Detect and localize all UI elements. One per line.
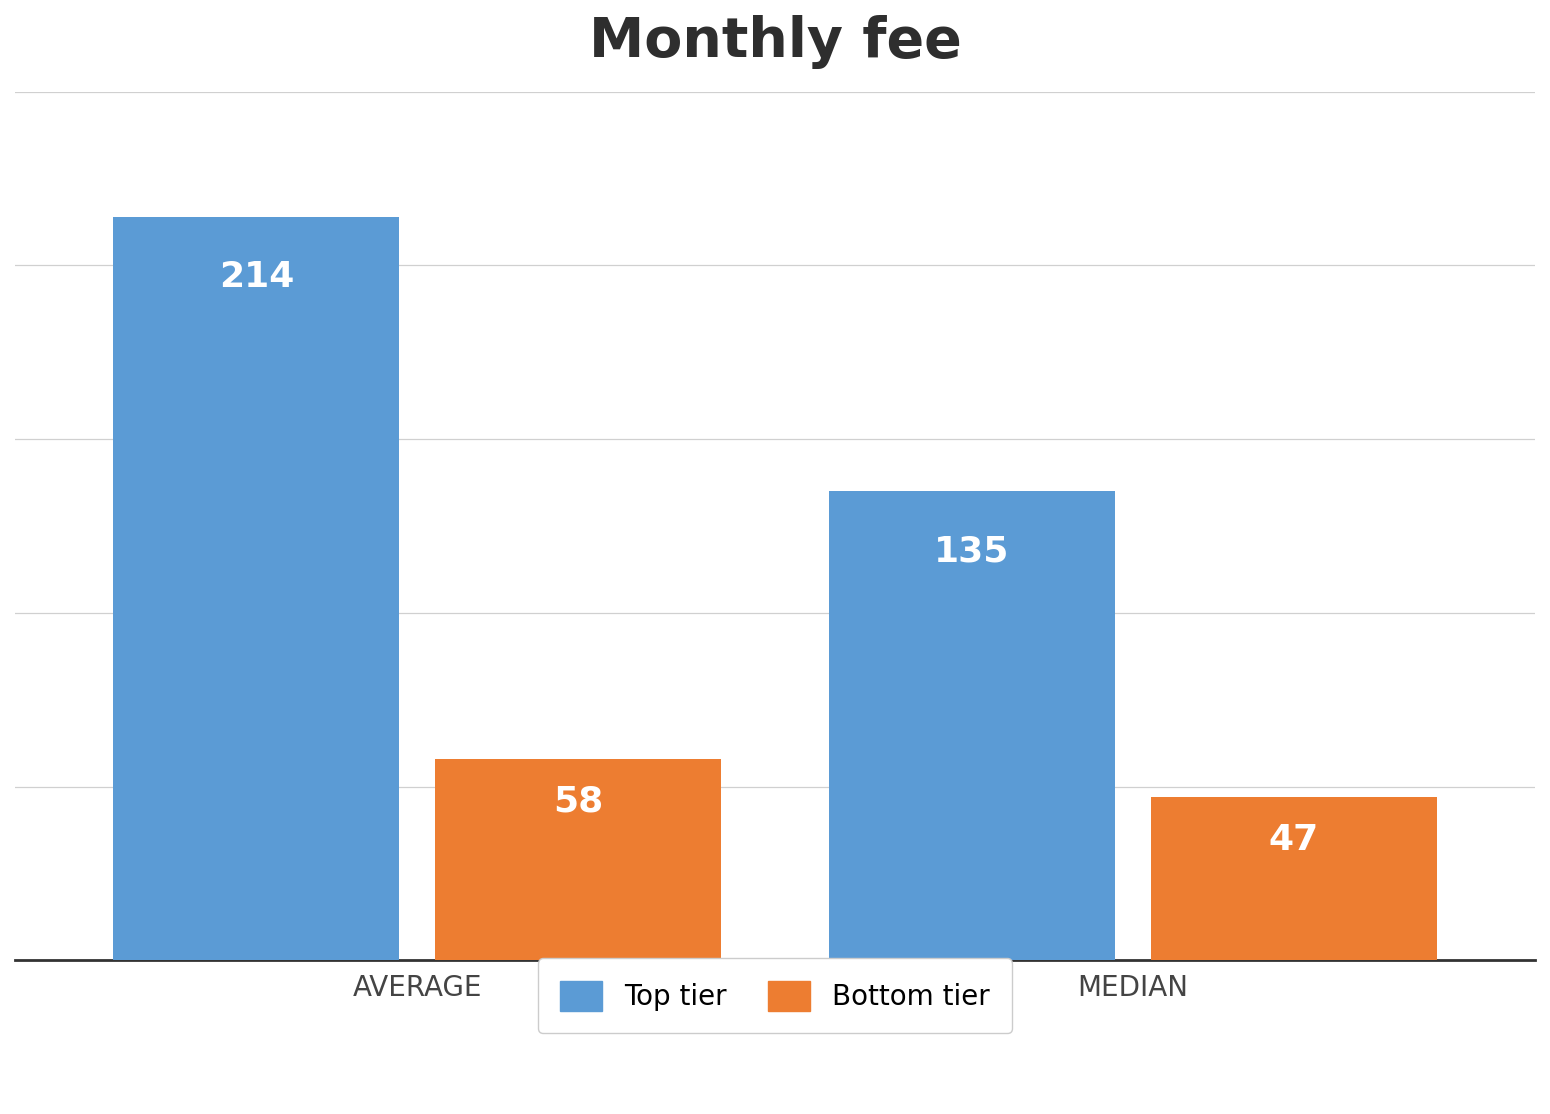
Bar xyxy=(113,217,400,960)
Text: 214: 214 xyxy=(219,261,294,294)
Bar xyxy=(829,491,1114,960)
Text: 58: 58 xyxy=(553,785,603,819)
Text: 135: 135 xyxy=(935,535,1009,568)
Bar xyxy=(436,759,721,960)
Text: 47: 47 xyxy=(1268,823,1319,857)
Legend: Top tier, Bottom tier: Top tier, Bottom tier xyxy=(538,958,1012,1034)
Title: Monthly fee: Monthly fee xyxy=(589,14,961,69)
Bar xyxy=(1150,797,1437,960)
